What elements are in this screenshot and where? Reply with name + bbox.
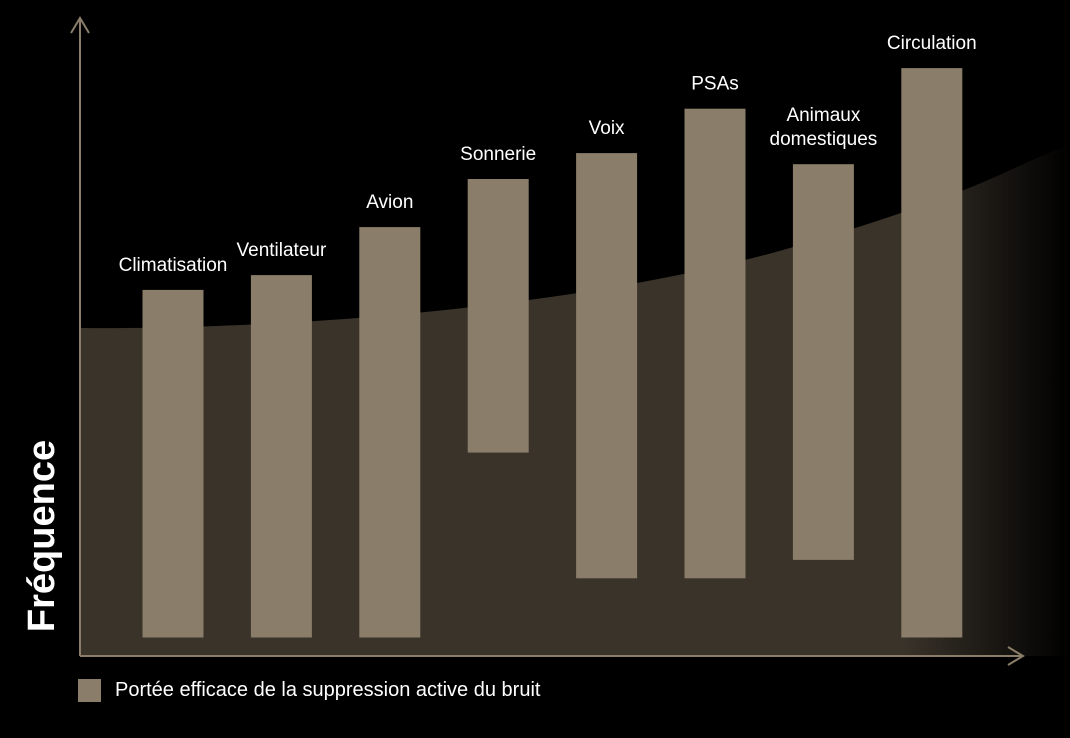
category-label: Voix bbox=[589, 118, 625, 139]
bar-2 bbox=[359, 227, 421, 638]
category-label: PSAs bbox=[691, 74, 739, 95]
bar-0 bbox=[142, 289, 204, 638]
legend-swatch bbox=[78, 678, 101, 702]
y-axis bbox=[70, 16, 90, 656]
category-label: Animaux bbox=[786, 105, 860, 126]
bar-5 bbox=[684, 108, 746, 579]
category-label: Avion bbox=[366, 192, 413, 213]
category-label: domestiques bbox=[770, 129, 878, 150]
legend-label: Portée efficace de la suppression active… bbox=[115, 678, 541, 701]
bar-4 bbox=[576, 153, 638, 579]
category-label: Ventilateur bbox=[237, 240, 327, 261]
category-labels: Climatisation Ventilateur Avion Sonnerie Voi… bbox=[119, 33, 977, 276]
legend: Portée efficace de la suppression active… bbox=[78, 678, 540, 702]
category-label: Circulation bbox=[887, 33, 977, 54]
x-axis bbox=[80, 646, 1025, 666]
bar-6 bbox=[792, 164, 854, 560]
bars bbox=[142, 68, 963, 638]
bar-1 bbox=[250, 275, 312, 638]
category-label: Climatisation bbox=[119, 255, 228, 276]
bar-3 bbox=[467, 179, 529, 453]
category-label: Sonnerie bbox=[460, 144, 536, 165]
y-axis-label: Fréquence bbox=[21, 440, 63, 632]
bar-7 bbox=[901, 68, 963, 638]
